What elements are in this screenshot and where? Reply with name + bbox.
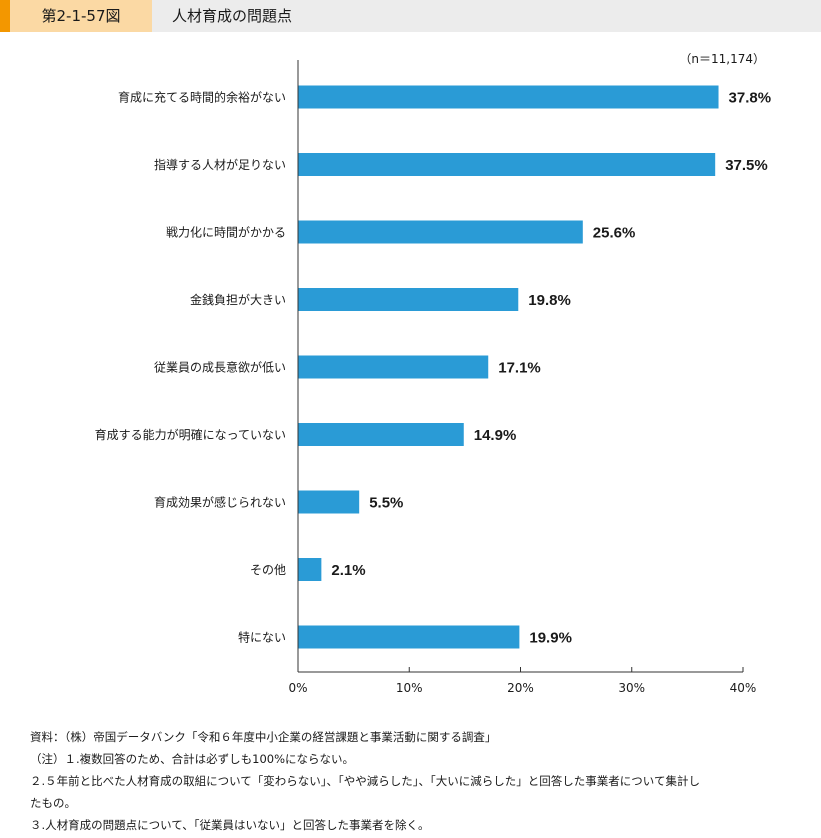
value-label-3: 19.8% [528,292,571,309]
figure-header: 第2-1-57図 人材育成の問題点 [0,0,821,32]
category-label-3: 金銭負担が大きい [190,292,286,307]
value-label-4: 17.1% [498,360,541,377]
x-tick-label-3: 30% [618,681,645,695]
value-label-2: 25.6% [593,225,636,242]
note-2-continued: たもの。 [30,796,76,810]
value-label-8: 19.9% [529,630,572,647]
value-label-1: 37.5% [725,157,768,174]
bar-8 [298,625,520,649]
source-notes: 資料：（株）帝国データバンク「令和６年度中小企業の経営課題と事業活動に関する調査… [30,726,700,836]
value-label-6: 5.5% [369,495,403,512]
bar-0 [298,85,719,109]
figure-title: 人材育成の問題点 [172,7,293,25]
figure-number-label: 第2-1-57図 [10,0,152,32]
bar-4 [298,355,489,379]
note-1: （注）１.複数回答のため、合計は必ずしも100%にならない。 [30,752,355,766]
value-label-7: 2.1% [331,562,365,579]
value-label-0: 37.8% [729,90,772,107]
header-accent-bar [0,0,10,32]
sample-size-note: （n＝11,174） [679,52,765,66]
bar-chart: 育成に充てる時間的余裕がない 37.8% 指導する人材が足りない 37.5% 戦力化に時… [95,60,772,695]
category-label-1: 指導する人材が足りない [154,157,286,172]
category-label-5: 育成する能力が明確になっていない [95,427,286,442]
category-label-8: 特にない [238,630,286,645]
category-label-7: その他 [250,563,286,577]
x-tick-label-2: 20% [507,681,534,695]
x-tick-label-4: 40% [730,681,757,695]
note-2: ２.５年前と比べた人材育成の取組について「変わらない」、「やや減らした」、「大い… [30,774,700,788]
x-tick-label-1: 10% [396,681,423,695]
category-label-0: 育成に充てる時間的余裕がない [118,90,286,105]
bar-7 [298,558,322,581]
x-tick-label-0: 0% [288,681,307,695]
bar-5 [298,423,464,446]
bar-2 [298,220,583,244]
category-label-4: 従業員の成長意欲が低い [154,360,286,375]
category-label-2: 戦力化に時間がかかる [166,225,286,240]
note-3: ３.人材育成の問題点について、「従業員はいない」と回答した事業者を除く。 [30,818,430,832]
value-label-5: 14.9% [474,427,517,444]
bar-6 [298,490,360,514]
bar-3 [298,288,519,311]
note-source: 資料：（株）帝国データバンク「令和６年度中小企業の経営課題と事業活動に関する調査… [30,730,497,744]
bar-1 [298,153,716,176]
category-label-6: 育成効果が感じられない [154,495,286,510]
